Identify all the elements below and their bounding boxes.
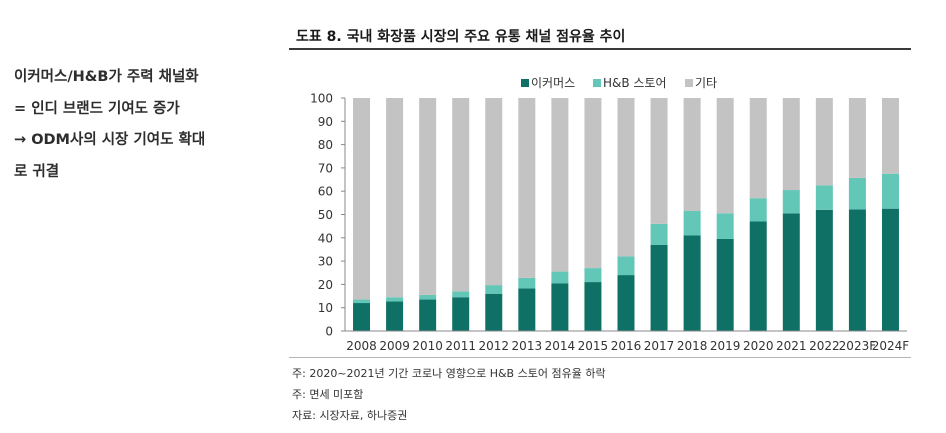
bar-segment (386, 297, 404, 302)
footnote-1: 주: 2020~2021년 기간 코로나 영향으로 H&B 스토어 점유율 하락 (292, 367, 606, 380)
legend-swatch-2 (593, 79, 601, 87)
bar-segment (716, 238, 734, 331)
bar-segment (650, 98, 668, 224)
bar-segment (386, 98, 404, 298)
bar-segment (584, 282, 602, 331)
bar-segment (518, 288, 536, 331)
y-tick-label: 40 (318, 231, 333, 245)
x-tick-label: 2021 (776, 339, 807, 353)
bar-segment (485, 285, 503, 294)
bar-segment (782, 98, 800, 191)
y-tick-label: 100 (310, 92, 333, 106)
y-tick-label: 90 (318, 115, 333, 129)
legend-label-3: 기타 (695, 76, 717, 90)
bar-segment (782, 213, 800, 331)
chart-bottom-divider (289, 357, 911, 358)
x-tick-label: 2016 (611, 339, 642, 353)
bar-segment (386, 301, 404, 331)
y-tick-label: 20 (318, 278, 333, 292)
legend-swatch-3 (685, 79, 693, 87)
legend-label-1: 이커머스 (531, 76, 575, 90)
side-note-line-2: = 인디 브랜드 기여도 증가 (14, 100, 180, 117)
bar-segment (683, 211, 701, 236)
x-tick-label: 2015 (578, 339, 609, 353)
x-tick-label: 2022 (809, 339, 840, 353)
bar-segment (848, 177, 866, 210)
bar-segment (749, 198, 767, 222)
side-note-line-4: 로 귀결 (14, 163, 60, 180)
bar-segment (584, 268, 602, 283)
bar-segment (683, 98, 701, 212)
bar-segment (782, 190, 800, 214)
x-tick-label: 2011 (445, 339, 476, 353)
y-tick-label: 10 (318, 301, 333, 315)
x-tick-label: 2012 (478, 339, 509, 353)
y-tick-label: 30 (318, 255, 333, 269)
bar-segment (815, 98, 833, 186)
side-note: 이커머스/H&B가 주력 채널화 = 인디 브랜드 기여도 증가 → ODM사의… (14, 62, 274, 188)
y-tick-label: 60 (318, 185, 333, 199)
legend-label-2: H&B 스토어 (603, 76, 667, 90)
bar-segment (881, 98, 899, 174)
bar-segment (683, 235, 701, 331)
x-tick-label: 2020 (743, 339, 774, 353)
y-tick-label: 70 (318, 161, 333, 175)
x-tick-label: 2018 (677, 339, 708, 353)
side-note-line-3: → ODM사의 시장 기여도 확대 (14, 132, 206, 148)
bar-segment (749, 98, 767, 199)
bar-segment (881, 173, 899, 209)
bar-segment (485, 98, 503, 286)
bar-segment (815, 185, 833, 210)
x-tick-label: 2019 (710, 339, 741, 353)
bar-segment (452, 291, 470, 298)
bar-segment (551, 283, 569, 331)
bar-segment (419, 294, 437, 300)
x-tick-label: 2024F (872, 339, 910, 353)
bar-segment (749, 221, 767, 331)
x-tick-label: 2008 (346, 339, 377, 353)
bar-segment (551, 271, 569, 284)
bar-segment (815, 209, 833, 331)
bar-segment (419, 98, 437, 295)
bar-segment (584, 98, 602, 269)
bar-segment (353, 303, 371, 331)
bar-segment (848, 98, 866, 178)
bar-segment (650, 244, 668, 331)
bar-segment (485, 293, 503, 331)
bar-segment (716, 98, 734, 214)
bar-segment (452, 98, 470, 292)
bar-segment (650, 223, 668, 245)
x-tick-label: 2009 (379, 339, 410, 353)
bar-segment (848, 209, 866, 331)
x-tick-label: 2014 (545, 339, 576, 353)
bar-segment (617, 256, 635, 276)
x-tick-label: 2010 (412, 339, 443, 353)
footnote-2: 주: 면세 미포함 (292, 388, 364, 401)
bar-segment (353, 299, 371, 304)
x-tick-label: 2013 (512, 339, 543, 353)
legend-swatch-1 (521, 79, 529, 87)
side-note-line-1: 이커머스/H&B가 주력 채널화 (14, 69, 199, 85)
y-tick-label: 50 (318, 208, 333, 222)
bar-segment (617, 98, 635, 257)
bar-segment (518, 98, 536, 278)
bar-segment (617, 275, 635, 331)
x-tick-label: 2017 (644, 339, 675, 353)
y-tick-label: 0 (325, 325, 333, 339)
title-divider (289, 48, 911, 50)
bar-segment (551, 98, 569, 272)
bar-segment (452, 297, 470, 331)
bar-segment (716, 213, 734, 239)
x-tick-label: 2023F (839, 339, 877, 353)
y-tick-label: 80 (318, 138, 333, 152)
footnote-3: 자료: 시장자료, 하나증권 (292, 409, 408, 422)
bar-segment (881, 208, 899, 331)
figure-title: 도표 8. 국내 화장품 시장의 주요 유통 채널 점유율 추이 (296, 29, 626, 45)
footnotes: 주: 2020~2021년 기간 코로나 영향으로 H&B 스토어 점유율 하락… (292, 363, 606, 426)
bar-segment (518, 277, 536, 289)
bar-segment (353, 98, 371, 300)
bar-segment (419, 299, 437, 331)
